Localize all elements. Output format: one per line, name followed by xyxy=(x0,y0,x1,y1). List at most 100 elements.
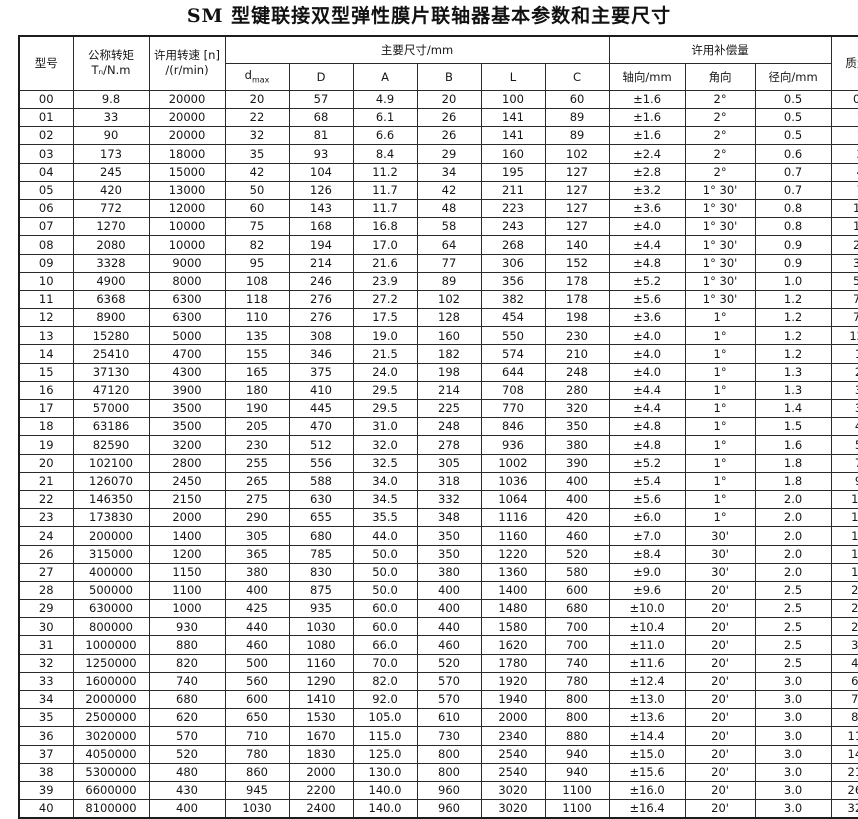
cell-D: 1080 xyxy=(288,635,354,655)
cell-model: 36 xyxy=(18,726,74,746)
table-row: 39 6600000 430 945 2200 140.0 960 3020 1100 ±16.0… xyxy=(18,780,858,801)
header-dmax-subscript: max xyxy=(251,75,270,85)
cell-B: 34 xyxy=(416,162,482,182)
cell-B: 48 xyxy=(416,198,482,219)
cell-radial: 1.0 xyxy=(754,271,832,291)
cell-dmax: 600 xyxy=(224,690,290,710)
cell-B: 350 xyxy=(416,544,482,564)
cell-radial: 1.8 xyxy=(754,471,832,491)
cell-angular: 30' xyxy=(684,544,756,564)
header-angular-compensation: 角向 xyxy=(684,62,756,91)
cell-radial: 2.5 xyxy=(754,653,832,673)
cell-axial: ±9.0 xyxy=(608,562,686,582)
cell-model: 33 xyxy=(18,671,74,692)
cell-radial: 2.0 xyxy=(754,489,832,510)
cell-A: 17.0 xyxy=(352,235,418,255)
cell-A: 50.0 xyxy=(352,544,418,564)
cell-L: 1116 xyxy=(480,508,546,528)
cell-allowable-speed: 15000 xyxy=(148,162,226,182)
cell-nominal-torque: 4050000 xyxy=(72,744,150,764)
cell-allowable-speed: 2000 xyxy=(148,508,226,528)
cell-angular: 1° xyxy=(684,344,756,364)
cell-nominal-torque: 1600000 xyxy=(72,671,150,692)
cell-D: 556 xyxy=(288,453,354,473)
cell-model: 01 xyxy=(18,108,74,128)
cell-L: 100 xyxy=(480,89,546,110)
cell-L: 382 xyxy=(480,289,546,310)
cell-nominal-torque: 47120 xyxy=(72,380,150,401)
cell-model: 14 xyxy=(18,344,74,364)
cell-C: 350 xyxy=(544,417,610,437)
cell-nominal-torque: 90 xyxy=(72,126,150,146)
cell-allowable-speed: 9000 xyxy=(148,253,226,273)
table-row: 21 126070 2450 265 588 34.0 318 1036 400 ±5.4 1° 1.… xyxy=(18,471,858,491)
cell-mass: 596 xyxy=(830,435,858,455)
cell-mass: 4800 xyxy=(830,653,858,673)
cell-A: 27.2 xyxy=(352,289,418,310)
cell-D: 875 xyxy=(288,580,354,601)
cell-A: 34.0 xyxy=(352,471,418,491)
cell-C: 940 xyxy=(544,762,610,782)
cell-mass: 1.2 xyxy=(830,108,858,128)
cell-dmax: 190 xyxy=(224,399,290,419)
cell-L: 846 xyxy=(480,417,546,437)
cell-nominal-torque: 37130 xyxy=(72,362,150,382)
cell-radial: 3.0 xyxy=(754,671,832,692)
cell-B: 800 xyxy=(416,744,482,764)
cell-mass: 1235 xyxy=(830,508,858,528)
cell-B: 960 xyxy=(416,799,482,819)
cell-A: 8.4 xyxy=(352,144,418,164)
cell-B: 26 xyxy=(416,108,482,128)
cell-D: 512 xyxy=(288,435,354,455)
cell-D: 785 xyxy=(288,544,354,564)
cell-axial: ±10.0 xyxy=(608,599,686,619)
cell-B: 380 xyxy=(416,562,482,582)
cell-A: 21.6 xyxy=(352,253,418,273)
cell-angular: 20' xyxy=(684,580,756,601)
cell-dmax: 32 xyxy=(224,126,290,146)
cell-angular: 1° xyxy=(684,489,756,510)
cell-angular: 1° 30' xyxy=(684,217,756,237)
cell-L: 160 xyxy=(480,144,546,164)
cell-angular: 1° 30' xyxy=(684,198,756,219)
cell-axial: ±2.4 xyxy=(608,144,686,164)
cell-L: 1940 xyxy=(480,690,546,710)
cell-L: 2340 xyxy=(480,726,546,746)
cell-C: 102 xyxy=(544,144,610,164)
cell-dmax: 205 xyxy=(224,417,290,437)
header-nominal-torque: 公称转矩 Tₙ/N.m xyxy=(72,35,150,91)
cell-C: 740 xyxy=(544,653,610,673)
cell-angular: 1° xyxy=(684,417,756,437)
cell-mass: 4.7 xyxy=(830,162,858,182)
cell-nominal-torque: 315000 xyxy=(72,544,150,564)
cell-radial: 0.8 xyxy=(754,198,832,219)
cell-angular: 20' xyxy=(684,799,756,819)
cell-C: 178 xyxy=(544,289,610,310)
cell-axial: ±4.8 xyxy=(608,253,686,273)
cell-model: 07 xyxy=(18,217,74,237)
cell-axial: ±5.4 xyxy=(608,471,686,491)
cell-C: 780 xyxy=(544,671,610,692)
cell-C: 127 xyxy=(544,217,610,237)
cell-C: 127 xyxy=(544,162,610,182)
cell-radial: 1.2 xyxy=(754,308,832,328)
cell-B: 570 xyxy=(416,671,482,692)
cell-D: 1410 xyxy=(288,690,354,710)
cell-L: 1002 xyxy=(480,453,546,473)
cell-D: 1830 xyxy=(288,744,354,764)
cell-L: 2540 xyxy=(480,744,546,764)
cell-allowable-speed: 880 xyxy=(148,635,226,655)
cell-allowable-speed: 620 xyxy=(148,708,226,728)
cell-A: 50.0 xyxy=(352,562,418,582)
cell-mass: 24.7 xyxy=(830,235,858,255)
cell-allowable-speed: 520 xyxy=(148,744,226,764)
table-row: 24 200000 1400 305 680 44.0 350 1160 460 ±7.0 30' 2… xyxy=(18,526,858,546)
cell-C: 140 xyxy=(544,235,610,255)
cell-D: 104 xyxy=(288,162,354,182)
cell-axial: ±16.4 xyxy=(608,799,686,819)
cell-A: 11.2 xyxy=(352,162,418,182)
cell-radial: 0.5 xyxy=(754,126,832,146)
cell-mass: 369 xyxy=(830,399,858,419)
cell-allowable-speed: 12000 xyxy=(148,198,226,219)
